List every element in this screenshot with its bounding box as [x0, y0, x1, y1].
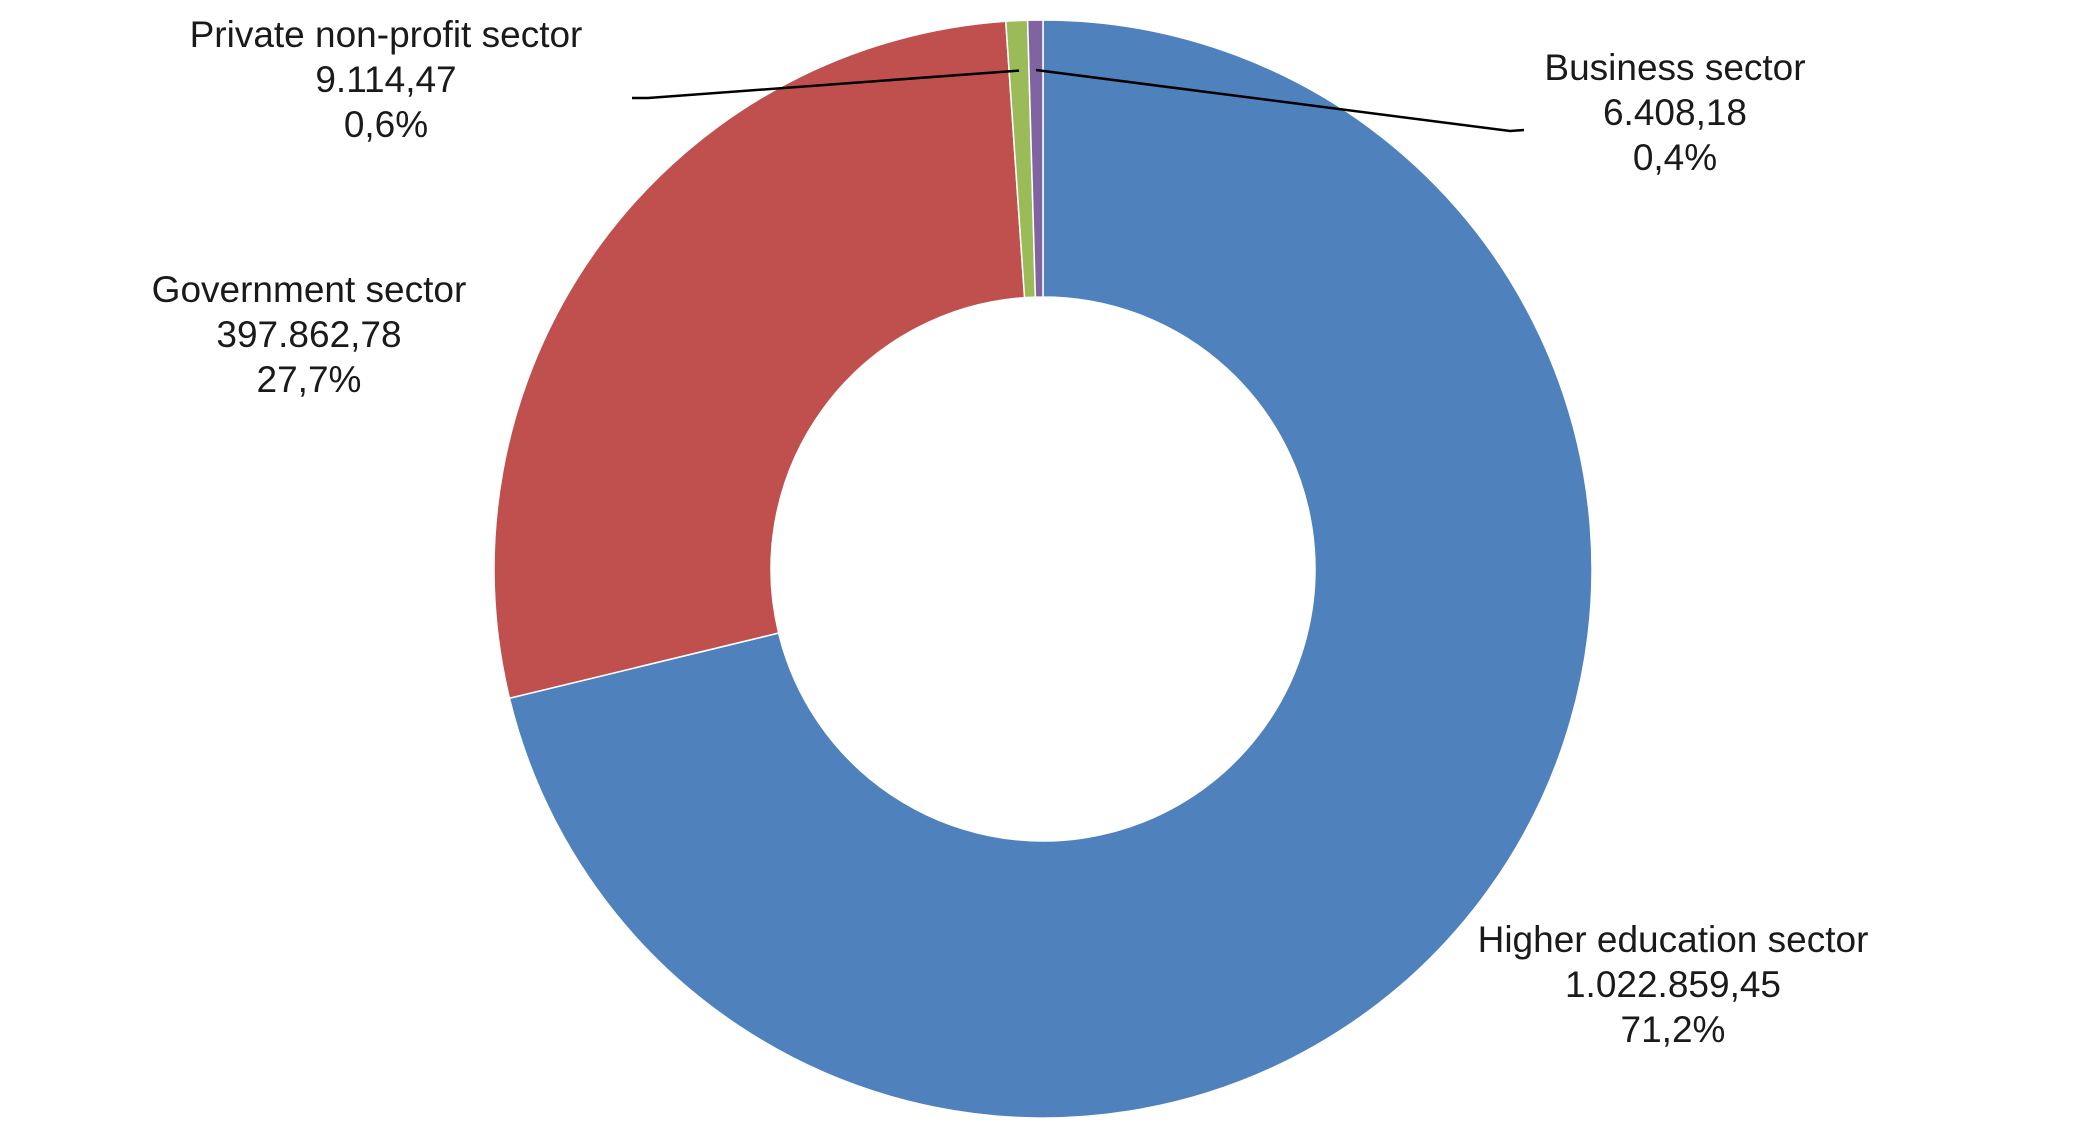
data-label-value: 397.862,78 [216, 314, 401, 355]
data-label-name: Business sector [1544, 47, 1805, 88]
data-label-percent: 71,2% [1621, 1009, 1726, 1050]
data-label-percent: 27,7% [257, 359, 362, 400]
data-label-percent: 0,4% [1633, 137, 1717, 178]
data-label-name: Higher education sector [1478, 919, 1869, 960]
data-label-value: 6.408,18 [1603, 92, 1747, 133]
leader-line-business-sector [1035, 68, 1525, 133]
leader-line-private-non-profit-sector [632, 69, 1020, 100]
slice-government-sector [493, 20, 1026, 700]
data-label-value: 1.022.859,45 [1565, 964, 1781, 1005]
slice-higher-education-sector [508, 19, 1593, 1119]
slices-group [493, 19, 1593, 1119]
leader-lines-group [632, 68, 1525, 133]
data-label-name: Private non-profit sector [190, 14, 583, 55]
data-label-name: Government sector [152, 269, 467, 310]
data-label-value: 9.114,47 [315, 59, 456, 100]
data-labels-group: Higher education sector1.022.859,4571,2%… [152, 14, 1869, 1050]
data-label-percent: 0,6% [344, 104, 428, 145]
slice-business-sector [1026, 19, 1044, 298]
